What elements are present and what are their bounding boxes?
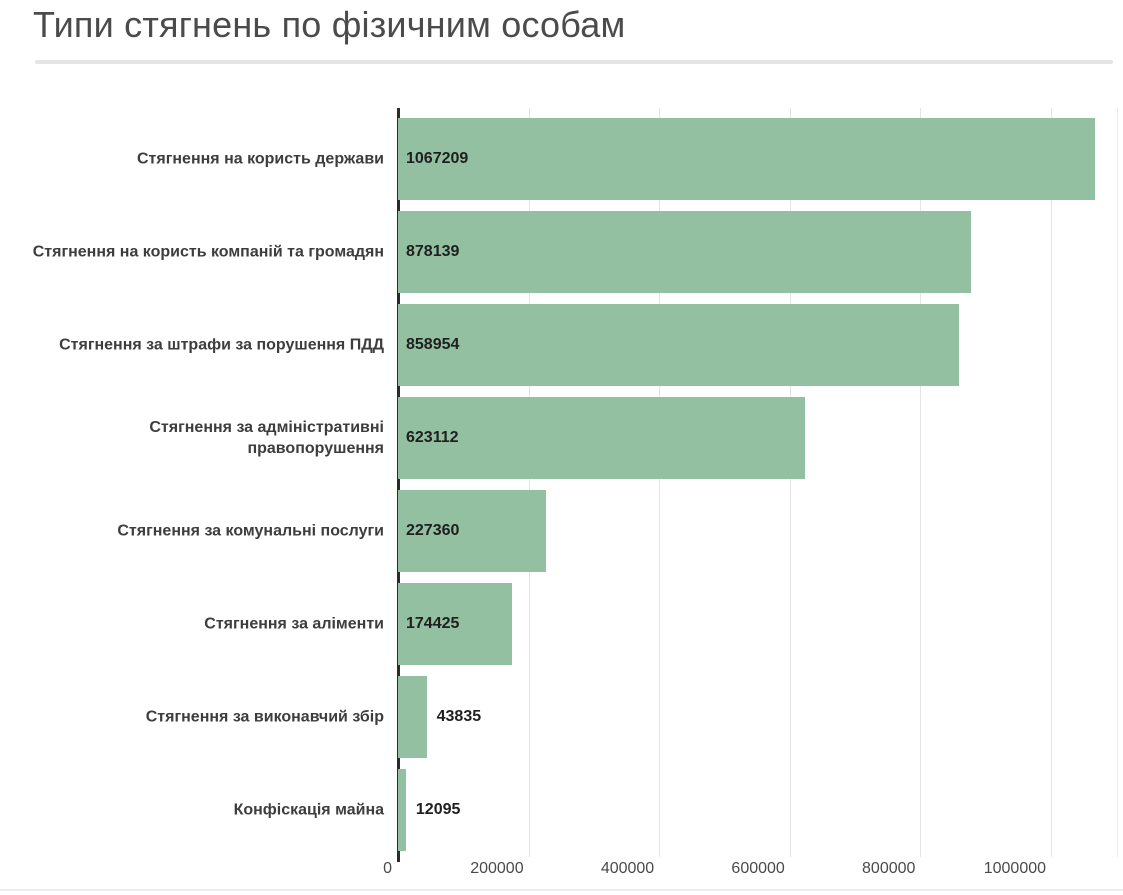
category-label: Конфіскація майна [233, 801, 384, 819]
page-bottom-edge [0, 889, 1123, 891]
bar[interactable] [398, 769, 406, 852]
x-tick-label: 1000000 [983, 860, 1047, 877]
x-tick-label: 800000 [862, 860, 916, 877]
gridline [1051, 108, 1053, 857]
bar[interactable] [398, 210, 972, 293]
bar[interactable] [398, 396, 805, 479]
page-title: Типи стягнень по фізичним особам [33, 4, 626, 45]
gridline [920, 108, 922, 857]
category-label: Стягнення за аліменти [204, 615, 384, 633]
bar-value-label: 43835 [436, 708, 482, 726]
gridline [659, 108, 661, 857]
title-divider [35, 60, 1113, 64]
bar-value-label: 1067209 [406, 149, 469, 167]
x-tick-label: 400000 [600, 860, 655, 877]
bar-value-label: 858954 [406, 335, 460, 353]
x-tick-label: 0 [383, 860, 392, 877]
category-label: Стягнення за адміністративні правопоруше… [149, 418, 384, 457]
bar[interactable] [398, 117, 1095, 200]
category-label: Стягнення на користь держави [137, 150, 384, 168]
bar-value-label: 227360 [406, 522, 460, 540]
bar[interactable] [398, 303, 959, 386]
bar[interactable] [398, 676, 427, 759]
y-axis-line [396, 108, 400, 862]
bar[interactable] [398, 583, 512, 666]
gridline [528, 108, 530, 857]
category-label: Стягнення на користь компаній та громадя… [32, 243, 384, 261]
plot-right-edge [1117, 108, 1118, 857]
category-label: Стягнення за комунальні послуги [117, 522, 384, 540]
bar-value-label: 623112 [406, 428, 459, 446]
bar-value-label: 878139 [406, 242, 460, 260]
category-label: Стягнення за штрафи за порушення ПДД [59, 336, 384, 354]
x-tick-label: 600000 [731, 860, 785, 877]
bar[interactable] [398, 490, 547, 573]
bar-value-label: 12095 [415, 801, 461, 819]
gridline [789, 108, 791, 857]
bar-value-label: 174425 [406, 615, 460, 633]
category-label: Стягнення за виконавчий збір [145, 708, 384, 726]
x-tick-label: 200000 [470, 860, 524, 877]
